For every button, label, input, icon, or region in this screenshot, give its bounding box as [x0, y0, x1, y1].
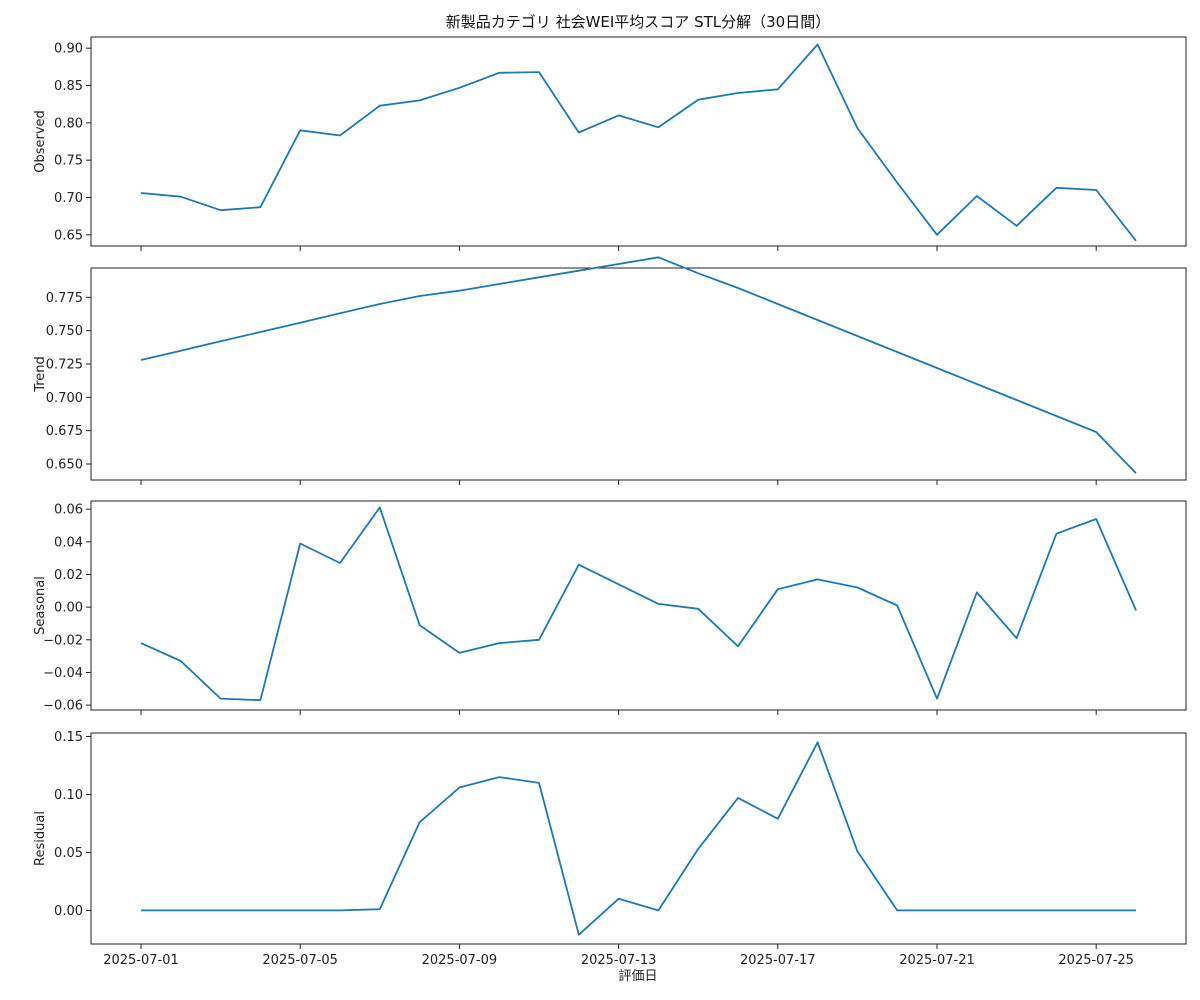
x-tick-label: 2025-07-17	[740, 953, 816, 968]
panel-residual: 0.00 0.05 0.10 0.15 2025-07-01 2025-07-05 2025…	[33, 730, 1187, 968]
y-tick-label: 0.700	[46, 391, 83, 406]
y-tick-label: 0.725	[46, 358, 83, 373]
x-tick-label: 2025-07-05	[262, 953, 338, 968]
series-line-trend	[140, 256, 1137, 474]
y-tick-label: −0.04	[43, 666, 83, 681]
y-tick-label: 0.70	[54, 191, 83, 206]
y-tick-label: 0.15	[54, 730, 83, 745]
panels: 0.650.700.750.800.850.90Observed0.6500.6…	[33, 36, 1187, 968]
y-axis-label: Residual	[33, 811, 48, 866]
y-tick-label: 0.90	[54, 42, 83, 57]
y-tick-label: 0.750	[46, 324, 83, 339]
y-axis-label: Observed	[33, 110, 48, 173]
panel-observed: 0.65 0.70 0.75 0.80 0.85 0.90 Observed	[33, 36, 1187, 251]
series-line-residual	[141, 741, 1136, 936]
y-tick-label: 0.02	[54, 568, 83, 583]
y-tick-label: 0.05	[54, 846, 83, 861]
y-tick-label: 0.65	[54, 228, 83, 243]
panel-frame	[90, 267, 1187, 481]
x-tick-label: 2025-07-13	[581, 953, 657, 968]
y-tick-label: 0.80	[54, 116, 83, 131]
y-tick-label: 0.00	[54, 601, 83, 616]
x-tick-label: 2025-07-25	[1058, 953, 1134, 968]
y-tick-label: 0.775	[46, 291, 83, 306]
y-tick-label: 0.650	[46, 458, 83, 473]
y-tick-label: 0.10	[54, 788, 83, 803]
x-tick-label: 2025-07-21	[899, 953, 975, 968]
panel-frame	[90, 500, 1187, 711]
y-tick-label: 0.04	[54, 535, 83, 550]
x-tick-label: 2025-07-09	[422, 953, 498, 968]
panel-seasonal: −0.06 −0.04 −0.02 0.00 0.02 0.04 0.06 Seasonal	[33, 500, 1187, 715]
panel-frame	[90, 732, 1187, 945]
y-tick-label: 0.675	[46, 424, 83, 439]
y-tick-label: −0.02	[43, 633, 83, 648]
series-line-observed	[140, 43, 1137, 242]
y-tick-label: 0.06	[54, 503, 83, 518]
y-tick-label: 0.00	[54, 904, 83, 919]
x-tick-label: 2025-07-01	[103, 953, 179, 968]
series-line-seasonal	[140, 506, 1137, 702]
x-axis-label: 評価日	[618, 969, 657, 984]
y-tick-label: 0.85	[54, 79, 83, 94]
y-tick-label: 0.75	[54, 154, 83, 169]
panel-trend: 0.650 0.675 0.700 0.725 0.750 0.775 Trend	[33, 256, 1187, 485]
y-axis-label: Trend	[33, 356, 48, 393]
y-tick-label: −0.06	[43, 699, 83, 714]
panel-frame	[90, 36, 1187, 247]
chart-title: 新製品カテゴリ 社会WEI平均スコア STL分解（30日間）	[446, 13, 830, 31]
y-axis-label: Seasonal	[33, 576, 48, 635]
